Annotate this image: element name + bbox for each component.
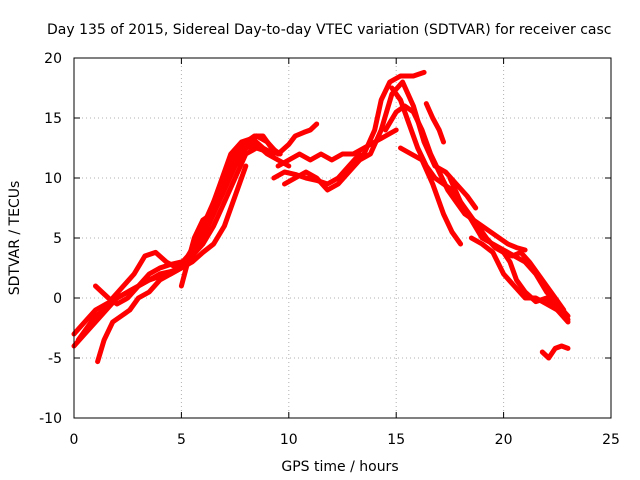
series-line-arc-10 bbox=[282, 79, 479, 211]
series-line-arc-19 bbox=[539, 343, 571, 361]
series-group bbox=[71, 69, 571, 365]
y-tick-label: -10 bbox=[39, 411, 62, 427]
series-line-arc-9 bbox=[275, 121, 320, 157]
series-line-arc-15 bbox=[423, 101, 446, 145]
y-tick-label: -5 bbox=[48, 351, 62, 367]
chart-title: Day 135 of 2015, Sidereal Day-to-day VTE… bbox=[47, 22, 611, 38]
tick-marks bbox=[73, 57, 612, 419]
series-line-arc-12 bbox=[383, 103, 528, 253]
y-tick-label: 0 bbox=[53, 291, 62, 307]
x-tick-labels: 0 5 10 15 20 25 bbox=[70, 432, 620, 448]
x-tick-label: 15 bbox=[387, 432, 405, 448]
series-line-arc-11 bbox=[350, 69, 427, 169]
series-line-arc-4 bbox=[95, 163, 249, 365]
x-tick-label: 20 bbox=[495, 432, 513, 448]
x-tick-label: 10 bbox=[280, 432, 298, 448]
y-axis-label: SDTVAR / TECUs bbox=[7, 181, 23, 296]
y-tick-labels: -10 -5 0 5 10 15 20 bbox=[39, 51, 62, 427]
x-tick-label: 0 bbox=[70, 432, 79, 448]
series-line-arc-16 bbox=[447, 175, 571, 319]
series-line-arc-6 bbox=[178, 133, 283, 289]
x-tick-label: 5 bbox=[177, 432, 186, 448]
series-line-arc-14 bbox=[398, 145, 464, 247]
grid-lines bbox=[74, 58, 611, 418]
y-tick-label: 5 bbox=[53, 231, 62, 247]
y-tick-label: 20 bbox=[44, 51, 62, 67]
y-tick-label: 15 bbox=[44, 111, 62, 127]
x-axis-label: GPS time / hours bbox=[281, 459, 398, 475]
x-tick-label: 25 bbox=[602, 432, 620, 448]
y-tick-label: 10 bbox=[44, 171, 62, 187]
series-line-arc-18 bbox=[501, 249, 571, 323]
series-line-arc-5 bbox=[93, 145, 270, 307]
